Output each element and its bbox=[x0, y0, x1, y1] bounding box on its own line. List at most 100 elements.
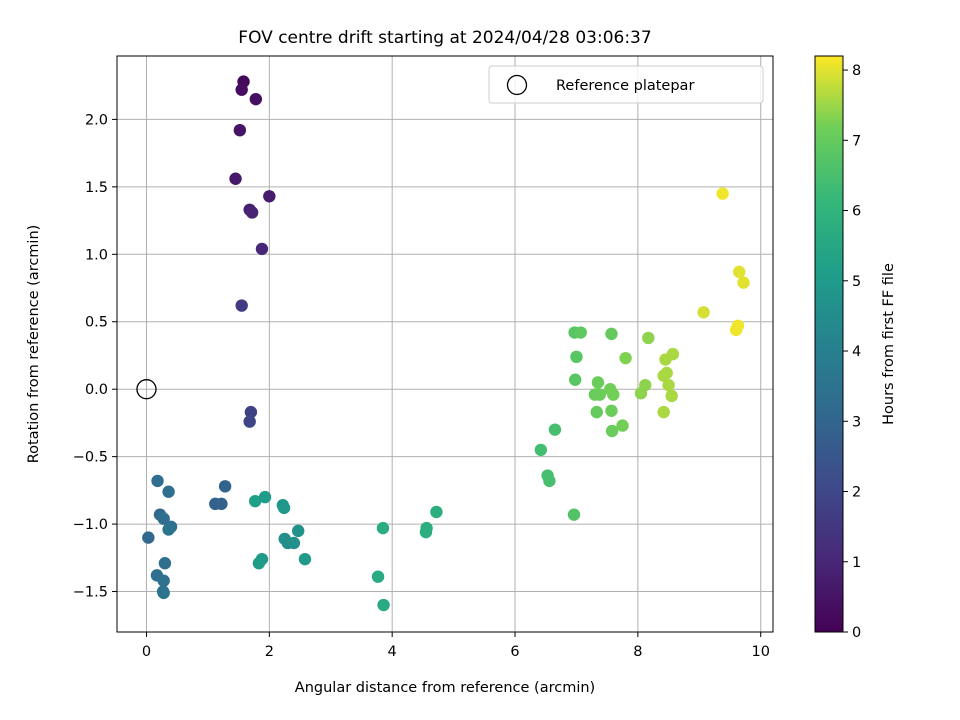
colorbar-ticks: 0 1 2 3 4 5 6 7 8 bbox=[843, 63, 861, 641]
data-point bbox=[249, 92, 263, 106]
data-point bbox=[639, 378, 652, 392]
data-point bbox=[574, 326, 587, 339]
data-point bbox=[619, 351, 632, 365]
y-tick-label: 0.5 bbox=[85, 315, 108, 331]
y-tick-label: −1.0 bbox=[73, 517, 108, 533]
data-point bbox=[591, 376, 605, 389]
chart-title: FOV centre drift starting at 2024/04/28 … bbox=[238, 28, 651, 48]
data-point bbox=[548, 423, 562, 436]
data-point bbox=[151, 474, 164, 488]
data-point bbox=[662, 378, 675, 392]
data-point bbox=[605, 424, 619, 438]
data-point bbox=[733, 265, 746, 279]
data-point bbox=[430, 505, 443, 519]
y-tick-label: 1.0 bbox=[85, 247, 108, 263]
data-point bbox=[543, 474, 556, 488]
colorbar-tick-label: 1 bbox=[852, 555, 861, 571]
data-point bbox=[593, 388, 606, 401]
data-point bbox=[616, 419, 629, 432]
data-point bbox=[277, 501, 291, 515]
colorbar-tick-label: 4 bbox=[852, 344, 861, 360]
data-point bbox=[287, 536, 301, 550]
data-point bbox=[697, 306, 710, 319]
colorbar-label: Hours from first FF file bbox=[881, 263, 897, 425]
data-point bbox=[218, 480, 232, 493]
colorbar-tick-label: 3 bbox=[852, 414, 861, 430]
x-axis-label: Angular distance from reference (arcmin) bbox=[295, 680, 595, 696]
data-point bbox=[377, 598, 390, 612]
x-tick-label: 8 bbox=[633, 644, 642, 660]
data-point bbox=[162, 523, 175, 536]
colorbar-tick-label: 5 bbox=[852, 274, 861, 290]
data-point bbox=[737, 276, 750, 289]
data-point bbox=[249, 494, 262, 508]
data-point bbox=[235, 83, 248, 96]
data-point bbox=[263, 190, 276, 203]
data-point bbox=[162, 485, 175, 498]
y-axis-label: Rotation from reference (arcmin) bbox=[26, 225, 42, 464]
reference-point bbox=[136, 379, 157, 400]
data-point bbox=[569, 373, 582, 386]
data-point bbox=[243, 415, 256, 428]
colorbar: 0 1 2 3 4 5 6 7 8 Hours from first FF file bbox=[814, 55, 897, 641]
data-point bbox=[605, 404, 618, 417]
data-point bbox=[158, 557, 172, 570]
data-point bbox=[660, 366, 673, 380]
colorbar-gradient bbox=[814, 55, 844, 633]
colorbar-tick-label: 7 bbox=[852, 133, 861, 149]
legend: Reference platepar bbox=[488, 65, 764, 104]
colorbar-tick-label: 0 bbox=[852, 625, 861, 641]
data-point bbox=[252, 557, 266, 570]
y-tick-label: −0.5 bbox=[73, 450, 108, 466]
data-point bbox=[419, 525, 433, 539]
legend-box bbox=[488, 65, 764, 104]
data-point bbox=[376, 521, 390, 535]
data-point bbox=[157, 574, 170, 587]
data-point bbox=[642, 331, 655, 345]
x-tick-label: 4 bbox=[388, 644, 397, 660]
data-point bbox=[229, 172, 242, 185]
data-point bbox=[570, 350, 583, 364]
data-point bbox=[142, 531, 155, 544]
y-tick-label: 2.0 bbox=[85, 112, 108, 128]
data-point bbox=[258, 490, 272, 504]
x-tick-label: 10 bbox=[751, 644, 769, 660]
data-point bbox=[605, 327, 618, 341]
data-point bbox=[590, 405, 603, 419]
y-tick-label: −1.5 bbox=[73, 585, 108, 601]
data-point bbox=[567, 508, 581, 521]
y-tick-label: 0.0 bbox=[85, 382, 108, 398]
data-point bbox=[666, 347, 680, 361]
data-point bbox=[255, 242, 269, 256]
data-point bbox=[657, 405, 670, 419]
data-point bbox=[729, 323, 743, 337]
data-point bbox=[233, 123, 247, 137]
data-point bbox=[534, 443, 548, 457]
x-tick-label: 0 bbox=[142, 644, 151, 660]
x-tick-label: 2 bbox=[265, 644, 274, 660]
data-point bbox=[607, 388, 620, 401]
colorbar-tick-label: 6 bbox=[852, 204, 861, 220]
x-axis-ticks: 0 2 4 6 8 10 bbox=[142, 632, 770, 660]
y-tick-label: 1.5 bbox=[85, 180, 108, 196]
data-point bbox=[371, 570, 385, 583]
legend-entry-reference-platepar: Reference platepar bbox=[556, 78, 694, 94]
y-axis-ticks: −1.5 −1.0 −0.5 0.0 0.5 1.0 1.5 2.0 bbox=[73, 112, 117, 601]
data-points bbox=[142, 75, 750, 612]
data-point bbox=[157, 512, 170, 525]
reference-platepar-marker bbox=[136, 379, 157, 400]
data-point bbox=[291, 524, 305, 538]
data-point bbox=[665, 389, 678, 403]
data-point bbox=[235, 299, 248, 312]
colorbar-tick-label: 8 bbox=[852, 63, 861, 79]
data-point bbox=[298, 552, 312, 566]
data-point bbox=[244, 405, 258, 419]
data-point bbox=[245, 206, 259, 219]
data-point bbox=[716, 187, 729, 200]
plot-frame bbox=[116, 55, 774, 633]
data-point bbox=[157, 586, 170, 600]
data-point bbox=[215, 497, 228, 511]
colorbar-tick-label: 2 bbox=[852, 485, 861, 501]
x-tick-label: 6 bbox=[510, 644, 519, 660]
